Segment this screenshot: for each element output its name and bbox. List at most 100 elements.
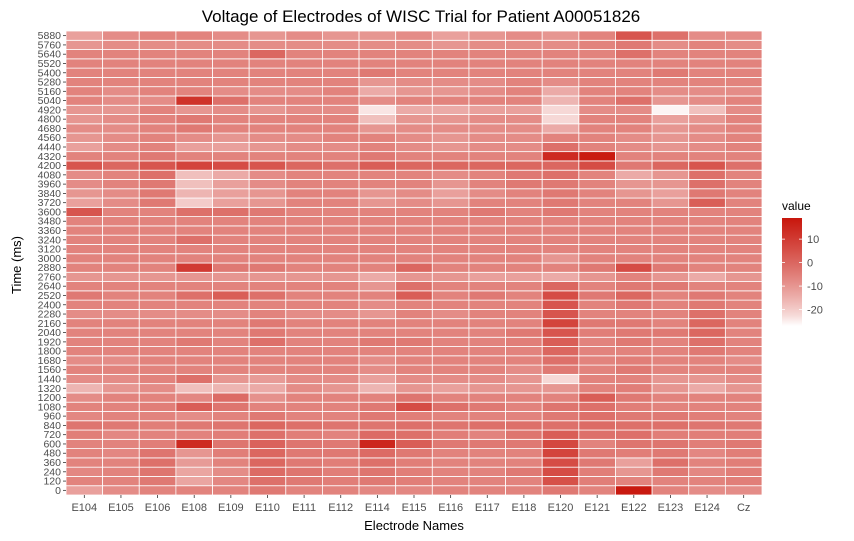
heatmap-cell bbox=[505, 318, 543, 329]
heatmap-cell bbox=[248, 123, 287, 134]
heatmap-cell bbox=[138, 77, 177, 88]
heatmap-cell bbox=[358, 327, 397, 338]
heatmap-cell bbox=[651, 225, 690, 236]
heatmap-cell bbox=[505, 244, 543, 255]
heatmap-cell bbox=[138, 160, 177, 171]
heatmap-cell bbox=[395, 290, 433, 301]
heatmap-cell bbox=[724, 169, 763, 180]
heatmap-cell bbox=[102, 244, 140, 255]
heatmap-cell bbox=[505, 225, 543, 236]
heatmap-cell bbox=[578, 448, 616, 459]
heatmap-cell bbox=[431, 160, 470, 171]
heatmap-cell bbox=[322, 216, 360, 227]
heatmap-cell bbox=[395, 104, 433, 115]
heatmap-cell bbox=[65, 281, 104, 292]
heatmap-cell bbox=[248, 160, 287, 171]
heatmap-cell bbox=[395, 179, 433, 190]
heatmap-cell bbox=[505, 346, 543, 357]
heatmap-cell bbox=[322, 262, 360, 273]
x-tick-label: E111 bbox=[292, 502, 316, 514]
heatmap-cell bbox=[138, 346, 177, 357]
x-axis: E104 E105 E106 E108 E109 E110 E111 E112 E114 E115… bbox=[71, 495, 750, 514]
heatmap-cell bbox=[322, 392, 360, 403]
heatmap-cell bbox=[431, 438, 470, 450]
heatmap-cell bbox=[212, 336, 250, 347]
heatmap-cell bbox=[212, 234, 250, 245]
heatmap-cell bbox=[358, 197, 397, 208]
heatmap-cell bbox=[65, 364, 104, 375]
heatmap-cell bbox=[175, 411, 213, 422]
heatmap-cell bbox=[285, 30, 323, 41]
heatmap-cell bbox=[212, 448, 250, 459]
heatmap-cell bbox=[65, 392, 104, 403]
heatmap-cell bbox=[578, 262, 616, 273]
y-tick-label: 5280 bbox=[38, 77, 62, 89]
heatmap-cell bbox=[138, 104, 177, 115]
heatmap-cell bbox=[395, 49, 433, 60]
heatmap-cell bbox=[102, 281, 140, 292]
heatmap-cell bbox=[358, 457, 397, 468]
heatmap-cell bbox=[468, 151, 506, 162]
heatmap-cell bbox=[138, 141, 177, 153]
legend-tick-label: 10 bbox=[807, 234, 819, 246]
heatmap-cell bbox=[505, 476, 543, 487]
heatmap-cell bbox=[468, 383, 506, 394]
heatmap-cell bbox=[724, 151, 763, 162]
heatmap-cell bbox=[138, 132, 177, 143]
heatmap-cell bbox=[541, 383, 580, 394]
heatmap-cell bbox=[322, 271, 360, 282]
heatmap-cell bbox=[358, 308, 397, 320]
heatmap-cell bbox=[138, 420, 177, 431]
heatmap-cell bbox=[468, 114, 506, 125]
heatmap-cell bbox=[248, 141, 287, 153]
heatmap-cell bbox=[175, 123, 213, 134]
heatmap-cell bbox=[65, 346, 104, 357]
heatmap-cell bbox=[724, 271, 763, 282]
y-tick-label: 2760 bbox=[38, 271, 62, 283]
heatmap-cell bbox=[651, 58, 690, 69]
heatmap-cell bbox=[505, 336, 543, 347]
heatmap-cell bbox=[322, 411, 360, 422]
heatmap-cell bbox=[358, 104, 397, 115]
heatmap-cell bbox=[358, 355, 397, 366]
heatmap-cell bbox=[358, 299, 397, 310]
heatmap-cell bbox=[395, 364, 433, 375]
heatmap-cell bbox=[615, 271, 653, 282]
heatmap-cell bbox=[138, 179, 177, 190]
heatmap-cell bbox=[138, 151, 177, 162]
heatmap-cell bbox=[505, 39, 543, 50]
heatmap-cell bbox=[175, 336, 213, 347]
heatmap-cell bbox=[102, 169, 140, 180]
heatmap-cell bbox=[651, 373, 690, 385]
heatmap-cell bbox=[175, 438, 213, 450]
heatmap-cell bbox=[358, 346, 397, 357]
heatmap-cell bbox=[541, 281, 580, 292]
heatmap-cell bbox=[395, 308, 433, 320]
heatmap-cell bbox=[431, 373, 470, 385]
heatmap-cell bbox=[541, 216, 580, 227]
heatmap-cell bbox=[248, 95, 287, 106]
heatmap-cell bbox=[651, 160, 690, 171]
heatmap-cell bbox=[505, 132, 543, 143]
y-tick-label: 5880 bbox=[38, 30, 62, 42]
heatmap-cell bbox=[358, 86, 397, 97]
heatmap-cell bbox=[358, 58, 397, 69]
heatmap-cell bbox=[358, 253, 397, 264]
heatmap-cell bbox=[724, 308, 763, 320]
y-tick-label: 5160 bbox=[38, 86, 62, 98]
heatmap-cell bbox=[541, 49, 580, 60]
heatmap-cell bbox=[724, 95, 763, 106]
heatmap-cell bbox=[322, 299, 360, 310]
heatmap-cell bbox=[212, 141, 250, 153]
heatmap-cell bbox=[248, 206, 287, 218]
heatmap-cell bbox=[248, 30, 287, 41]
heatmap-cell bbox=[358, 77, 397, 88]
x-tick-label: E116 bbox=[438, 502, 463, 514]
heatmap-cell bbox=[431, 141, 470, 153]
heatmap-cell bbox=[505, 364, 543, 375]
heatmap-cell bbox=[615, 383, 653, 394]
heatmap-cell bbox=[358, 95, 397, 106]
heatmap-cell bbox=[541, 39, 580, 50]
heatmap-cell bbox=[505, 179, 543, 190]
heatmap-cell bbox=[358, 466, 397, 477]
